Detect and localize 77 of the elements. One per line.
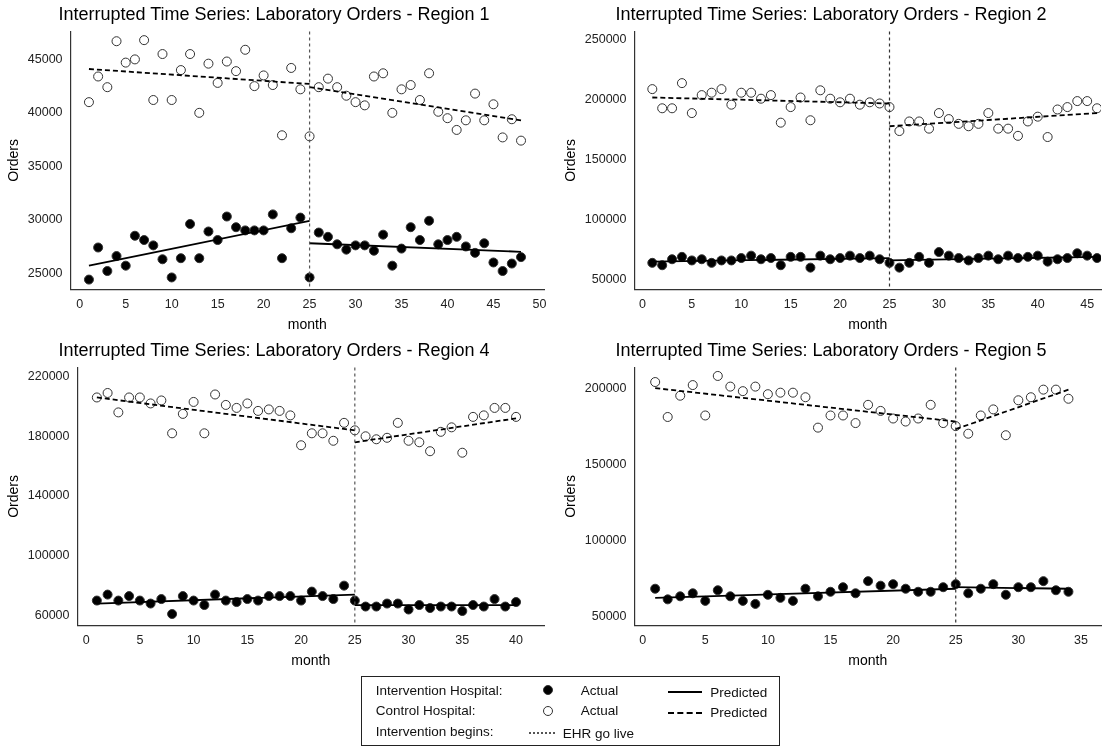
legend-label: EHR go live [562,725,634,741]
y-tick-label: 150000 [584,152,627,167]
x-tick-label: 0 [639,633,647,648]
x-tick-label: 45 [1080,297,1095,312]
x-tick-label: 15 [210,297,225,312]
x-tick-label: 30 [401,633,416,648]
x-tick-label: 10 [734,297,749,312]
x-tick-label: 35 [981,297,996,312]
x-tick-label: 25 [948,633,963,648]
y-axis-title: Orders [5,139,22,182]
y-axis-title: Orders [562,475,579,518]
y-tick-label: 180000 [27,428,70,443]
x-tick-label: 5 [701,633,709,648]
x-tick-label: 5 [688,297,696,312]
x-tick-label: 25 [882,297,897,312]
x-tick-label: 40 [509,633,524,648]
chart-title: Interrupted Time Series: Laboratory Orders - Region 5 [615,339,1047,360]
legend-label: Predicted [710,684,768,700]
legend-label: Actual [580,703,619,718]
x-axis-title: month [848,316,888,333]
x-tick-label: 40 [1030,297,1045,312]
y-axis-title: Orders [5,475,22,518]
x-tick-label: 25 [302,297,317,312]
y-tick-label: 200000 [584,92,627,107]
y-tick-label: 140000 [27,488,70,503]
x-tick-label: 10 [186,633,201,648]
x-tick-label: 20 [256,297,271,312]
x-tick-label: 15 [823,633,838,648]
x-tick-label: 10 [760,633,775,648]
x-tick-label: 50 [532,297,547,312]
x-tick-label: 15 [783,297,798,312]
y-tick-label: 30000 [27,212,63,227]
text: Intervention begins: [375,722,495,741]
x-tick-label: 0 [82,633,90,648]
y-tick-label: 100000 [584,212,627,227]
legend-label: Actual [580,682,619,698]
text: Control Hospital: [375,702,477,721]
x-tick-label: 40 [440,297,455,312]
y-tick-label: 40000 [27,105,63,120]
y-tick-label: 250000 [584,32,627,47]
x-tick-label: 5 [122,297,130,312]
x-tick-label: 20 [886,633,901,648]
y-tick-label: 60000 [34,607,70,622]
y-tick-label: 50000 [591,608,627,623]
x-tick-label: 15 [240,633,255,648]
x-tick-label: 10 [164,297,179,312]
x-axis-title: month [848,652,888,669]
y-tick-label: 100000 [27,548,70,563]
y-tick-label: 100000 [584,532,627,547]
x-tick-label: 20 [294,633,309,648]
y-tick-label: 50000 [591,272,627,287]
x-tick-label: 25 [347,633,362,648]
y-tick-label: 220000 [27,369,70,384]
x-tick-label: 30 [1011,633,1026,648]
x-tick-label: 0 [638,297,646,312]
text: Intervention Hospital: [375,681,504,700]
y-tick-label: 150000 [584,456,627,471]
x-tick-label: 30 [348,297,363,312]
chart-title: Interrupted Time Series: Laboratory Orders - Region 1 [58,3,490,24]
y-tick-label: 200000 [584,380,627,395]
x-tick-label: 20 [833,297,848,312]
legend-label: Predicted [710,705,768,720]
y-axis-title: Orders [562,139,579,182]
x-tick-label: 35 [1074,633,1088,648]
x-axis-title: month [287,316,327,333]
y-tick-label: 25000 [27,265,63,280]
chart-title: Interrupted Time Series: Laboratory Orders - Region 4 [58,339,490,360]
y-tick-label: 45000 [27,51,63,66]
chart-title: Interrupted Time Series: Laboratory Orders - Region 2 [615,3,1047,24]
x-axis-title: month [291,652,331,669]
x-tick-label: 30 [931,297,946,312]
y-tick-label: 35000 [27,158,63,173]
x-tick-label: 5 [136,633,144,648]
x-tick-label: 35 [394,297,409,312]
x-tick-label: 35 [455,633,470,648]
x-tick-label: 45 [486,297,501,312]
x-tick-label: 0 [76,297,84,312]
